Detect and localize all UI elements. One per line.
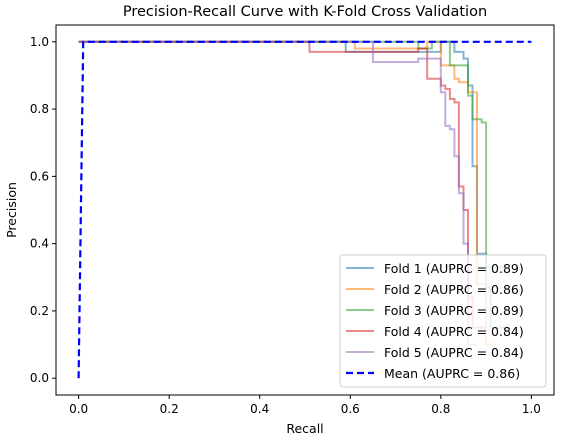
y-tick-label: 0.4	[30, 237, 49, 251]
x-tick-label: 0.2	[160, 402, 179, 416]
legend-entry: Fold 2 (AUPRC = 0.86)	[384, 282, 524, 297]
legend-entry: Fold 4 (AUPRC = 0.84)	[384, 324, 524, 339]
x-tick-label: 0.8	[431, 402, 450, 416]
y-axis-label: Precision	[4, 182, 19, 238]
y-tick-label: 0.0	[30, 371, 49, 385]
x-axis-label: Recall	[286, 421, 323, 436]
chart-title: Precision-Recall Curve with K-Fold Cross…	[123, 4, 487, 20]
y-tick-label: 0.6	[30, 169, 49, 183]
x-tick-label: 0.4	[250, 402, 269, 416]
x-tick-label: 0.0	[69, 402, 88, 416]
legend: Fold 1 (AUPRC = 0.89) Fold 2 (AUPRC = 0.8…	[339, 254, 547, 388]
legend-entry: Fold 3 (AUPRC = 0.89)	[384, 303, 524, 318]
y-axis-ticks: 0.0 0.2 0.4 0.6 0.8 1.0	[30, 35, 56, 385]
y-tick-label: 0.2	[30, 304, 49, 318]
y-tick-label: 1.0	[30, 35, 49, 49]
x-tick-label: 0.6	[341, 402, 360, 416]
series-line-fold-3	[78, 40, 505, 269]
series-line-mean	[77, 40, 532, 379]
legend-entry: Fold 5 (AUPRC = 0.84)	[384, 345, 524, 360]
series-line-fold-5	[78, 40, 477, 346]
series-line-fold-4	[78, 40, 487, 329]
legend-entry: Fold 1 (AUPRC = 0.89)	[384, 261, 524, 276]
legend-box	[339, 254, 547, 388]
legend-entry: Mean (AUPRC = 0.86)	[384, 366, 520, 381]
y-tick-label: 0.8	[30, 102, 49, 116]
x-tick-label: 1.0	[522, 402, 541, 416]
x-axis-ticks: 0.0 0.2 0.4 0.6 0.8 1.0	[69, 395, 541, 416]
plot-frame	[55, 24, 555, 396]
